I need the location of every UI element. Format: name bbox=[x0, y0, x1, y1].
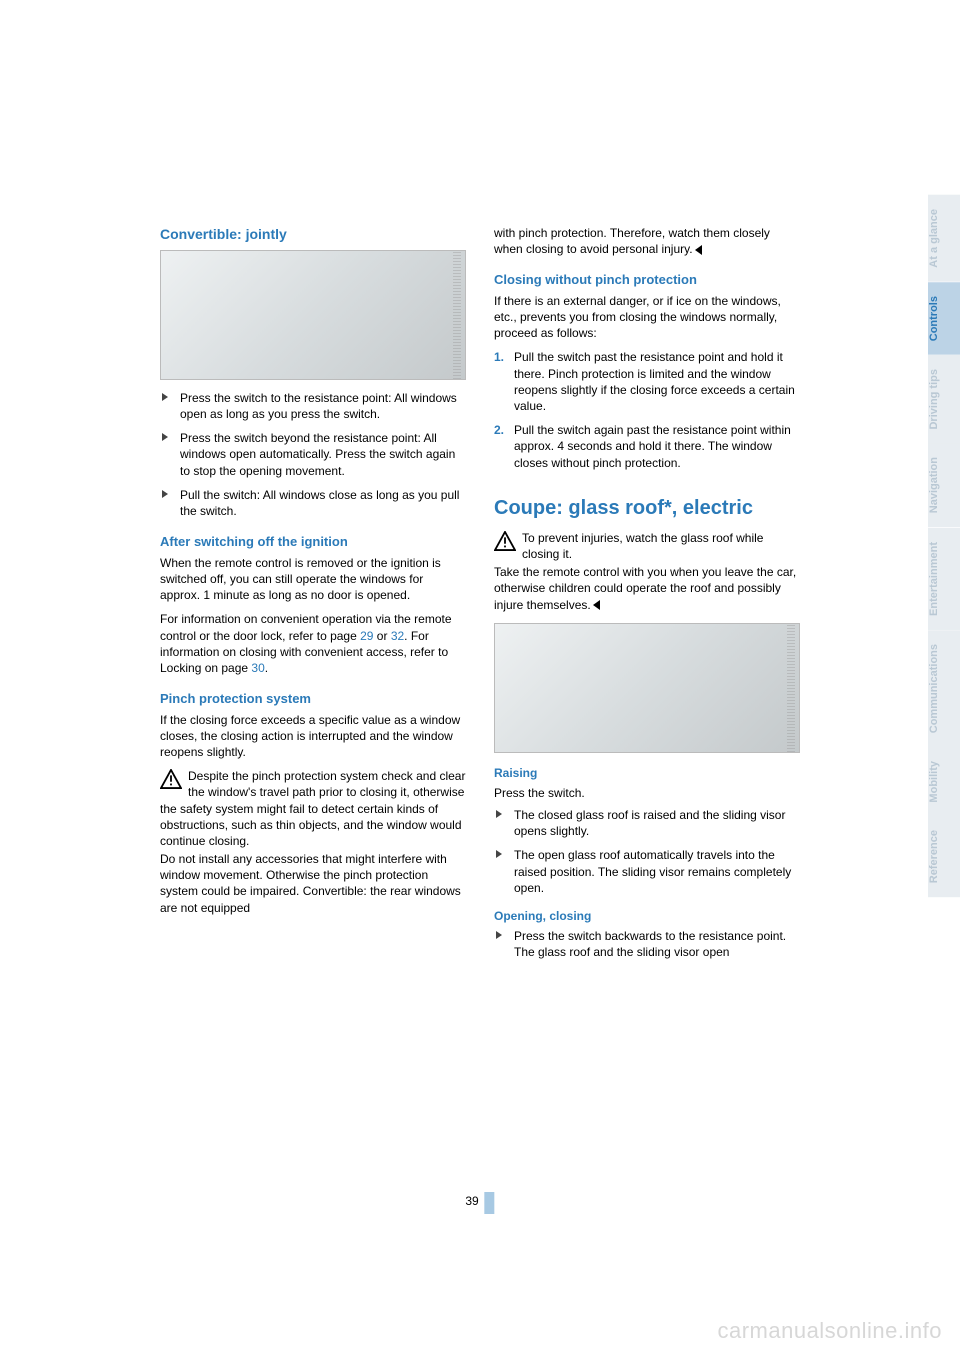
heading-pinch: Pinch protection system bbox=[160, 690, 466, 708]
para-after-ignition: When the remote control is removed or th… bbox=[160, 555, 466, 604]
step-number: 1. bbox=[494, 349, 504, 365]
list-item: The open glass roof automatically travel… bbox=[494, 847, 800, 896]
warning-block-1: Despite the pinch protection system chec… bbox=[160, 768, 466, 849]
closing-steps: 1. Pull the switch past the resistance po… bbox=[494, 349, 800, 470]
heading-raising: Raising bbox=[494, 765, 800, 781]
end-marker-icon bbox=[695, 245, 702, 255]
bullet-icon bbox=[496, 810, 502, 818]
page-number: 39 bbox=[465, 1194, 494, 1214]
para-raising: Press the switch. bbox=[494, 785, 800, 801]
text: Take the remote control with you when yo… bbox=[494, 565, 796, 611]
bullet-icon bbox=[162, 433, 168, 441]
end-marker-icon bbox=[593, 600, 600, 610]
step-number: 2. bbox=[494, 422, 504, 438]
tab-entertainment[interactable]: Entertainment bbox=[928, 528, 960, 630]
list-item: Press the switch backwards to the resist… bbox=[494, 928, 800, 960]
content-columns: Convertible: jointly Press the switch to… bbox=[160, 225, 800, 969]
step-text: Pull the switch again past the resistanc… bbox=[514, 423, 791, 469]
page-link-32[interactable]: 32 bbox=[391, 629, 404, 643]
bullet-text: The open glass roof automatically travel… bbox=[514, 848, 791, 894]
right-column: with pinch protection. Therefore, watch … bbox=[494, 225, 800, 969]
left-column: Convertible: jointly Press the switch to… bbox=[160, 225, 466, 969]
convertible-bullets: Press the switch to the resistance point… bbox=[160, 390, 466, 519]
text: . bbox=[265, 661, 268, 675]
raising-bullets: The closed glass roof is raised and the … bbox=[494, 807, 800, 896]
tab-at-a-glance[interactable]: At a glance bbox=[928, 195, 960, 282]
tab-driving-tips[interactable]: Driving tips bbox=[928, 355, 960, 444]
page-number-text: 39 bbox=[465, 1194, 478, 1208]
heading-convertible: Convertible: jointly bbox=[160, 225, 466, 244]
tab-reference[interactable]: Reference bbox=[928, 816, 960, 897]
warning-text: To prevent injuries, watch the glass roo… bbox=[522, 531, 763, 561]
bullet-text: Press the switch backwards to the resist… bbox=[514, 929, 786, 959]
step-text: Pull the switch past the resistance poin… bbox=[514, 350, 795, 413]
text: or bbox=[373, 629, 390, 643]
heading-opening-closing: Opening, closing bbox=[494, 908, 800, 924]
page-link-29[interactable]: 29 bbox=[360, 629, 373, 643]
opening-bullets: Press the switch backwards to the resist… bbox=[494, 928, 800, 960]
page-number-bar bbox=[485, 1192, 495, 1214]
bullet-text: The closed glass roof is raised and the … bbox=[514, 808, 785, 838]
bullet-icon bbox=[162, 490, 168, 498]
heading-coupe-roof: Coupe: glass roof*, electric bbox=[494, 495, 800, 522]
para-pinch: If the closing force exceeds a specific … bbox=[160, 712, 466, 761]
page-link-30[interactable]: 30 bbox=[251, 661, 264, 675]
heading-after-ignition: After switching off the ignition bbox=[160, 533, 466, 551]
heading-closing-without: Closing without pinch protection bbox=[494, 271, 800, 289]
bullet-icon bbox=[162, 393, 168, 401]
bullet-icon bbox=[496, 931, 502, 939]
warning-block-2: To prevent injuries, watch the glass roo… bbox=[494, 530, 800, 562]
para-after-warn2: Take the remote control with you when yo… bbox=[494, 564, 800, 613]
para-info-refs: For information on convenient operation … bbox=[160, 611, 466, 676]
list-item: 1. Pull the switch past the resistance po… bbox=[494, 349, 800, 414]
bullet-text: Press the switch to the resistance point… bbox=[180, 391, 457, 421]
para-closing-without: If there is an external danger, or if ic… bbox=[494, 293, 800, 342]
warning-text: Despite the pinch protection system chec… bbox=[160, 769, 465, 848]
figure-roof-switch bbox=[494, 623, 800, 753]
warning-icon bbox=[160, 769, 182, 789]
bullet-text: Press the switch beyond the resistance p… bbox=[180, 431, 455, 477]
list-item: The closed glass roof is raised and the … bbox=[494, 807, 800, 839]
side-tabs: At a glance Controls Driving tips Naviga… bbox=[928, 195, 960, 898]
para-cont: with pinch protection. Therefore, watch … bbox=[494, 225, 800, 257]
warning-icon bbox=[494, 531, 516, 551]
list-item: Pull the switch: All windows close as lo… bbox=[160, 487, 466, 519]
manual-page: At a glance Controls Driving tips Naviga… bbox=[0, 0, 960, 1358]
bullet-icon bbox=[496, 850, 502, 858]
list-item: 2. Pull the switch again past the resista… bbox=[494, 422, 800, 471]
tab-mobility[interactable]: Mobility bbox=[928, 747, 960, 817]
watermark: carmanualsonline.info bbox=[717, 1318, 942, 1344]
warning-text-cont: Do not install any accessories that migh… bbox=[160, 851, 466, 916]
list-item: Press the switch to the resistance point… bbox=[160, 390, 466, 422]
list-item: Press the switch beyond the resistance p… bbox=[160, 430, 466, 479]
tab-navigation[interactable]: Navigation bbox=[928, 443, 960, 527]
figure-door-switch bbox=[160, 250, 466, 380]
tab-communications[interactable]: Communications bbox=[928, 630, 960, 747]
text: with pinch protection. Therefore, watch … bbox=[494, 226, 770, 256]
bullet-text: Pull the switch: All windows close as lo… bbox=[180, 488, 459, 518]
tab-controls[interactable]: Controls bbox=[928, 282, 960, 355]
